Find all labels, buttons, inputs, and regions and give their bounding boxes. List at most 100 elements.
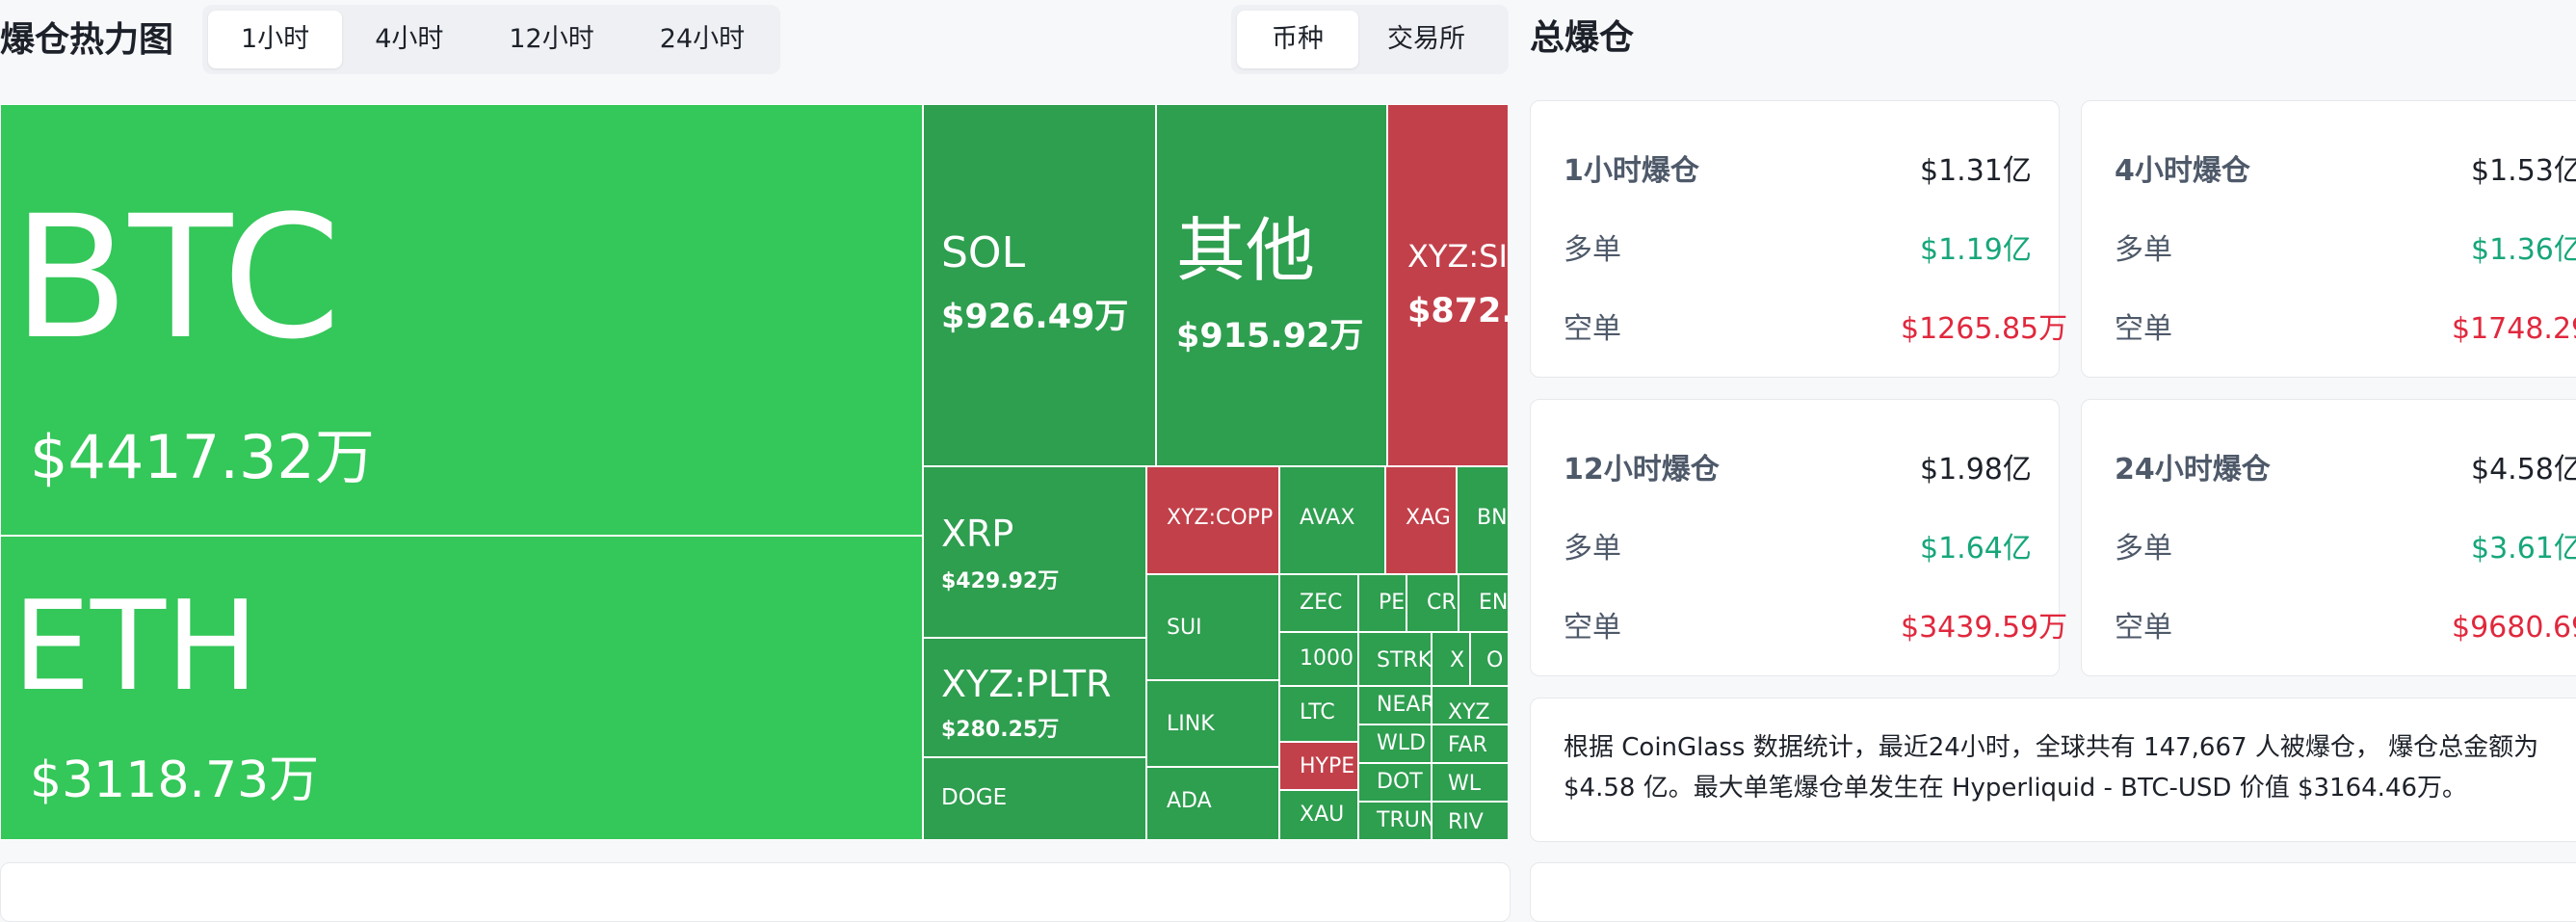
tile-symbol: HYPE [1300, 754, 1355, 778]
tile-symbol: BTC [13, 179, 341, 377]
heatmap-title: 爆仓热力图 [0, 20, 174, 60]
tile-symbol: EN [1479, 591, 1509, 615]
short-value: $3439.59万 [1901, 611, 2068, 645]
tile-xyz[interactable]: XYZ [1432, 686, 1509, 724]
long-value: $1.64亿 [1920, 532, 2032, 566]
tile-xyz-copper[interactable]: XYZ:COPP [1146, 466, 1279, 574]
tile-en[interactable]: EN [1459, 574, 1509, 632]
tile-symbol: DOGE [941, 785, 1008, 810]
tile-symbol: RIV [1448, 810, 1484, 834]
tile-symbol: 1000 [1300, 646, 1354, 671]
tile-sol[interactable]: SOL $926.49万 [923, 104, 1156, 466]
tile-value: $280.25万 [941, 718, 1060, 742]
short-value: $1265.85万 [1901, 312, 2068, 346]
tile-riv[interactable]: RIV [1432, 802, 1509, 840]
card-total: $1.98亿 [1920, 453, 2032, 487]
tile-cr[interactable]: CR [1406, 574, 1459, 632]
tile-symbol: TRUN [1377, 808, 1432, 832]
tab-4h[interactable]: 4小时 [375, 24, 444, 54]
tile-symbol: WLD [1377, 731, 1426, 755]
card-label: 24小时爆仓 [2115, 453, 2271, 487]
tile-symbol: FAR [1448, 733, 1487, 757]
tile-value: $915.92万 [1176, 317, 1364, 356]
tile-symbol: XAG [1406, 506, 1451, 530]
tile-strk[interactable]: STRK [1358, 632, 1432, 686]
card-total: $4.58亿 [2471, 453, 2576, 487]
tile-btc[interactable]: BTC $4417.32万 [0, 104, 923, 536]
bottom-panel-right [1530, 862, 2576, 922]
tile-xrp[interactable]: XRP $429.92万 [923, 466, 1146, 638]
tile-ltc[interactable]: LTC [1279, 686, 1358, 742]
short-label: 空单 [1564, 312, 1621, 346]
short-label: 空单 [2115, 611, 2172, 645]
tile-zec[interactable]: ZEC [1279, 574, 1358, 632]
tile-pe[interactable]: PE [1358, 574, 1406, 632]
tile-symbol: XYZ [1448, 700, 1490, 724]
long-value: $1.19亿 [1920, 233, 2032, 267]
tile-value: $3118.73万 [30, 751, 320, 809]
tab-coin[interactable]: 币种 [1237, 11, 1358, 68]
tile-sui[interactable]: SUI [1146, 574, 1279, 680]
tile-1000[interactable]: 1000 [1279, 632, 1358, 686]
tile-near[interactable]: NEAR [1358, 686, 1432, 724]
tile-symbol: ZEC [1300, 591, 1343, 615]
card-label: 4小时爆仓 [2115, 154, 2250, 188]
tile-symbol: PE [1379, 591, 1406, 615]
tile-o[interactable]: O [1470, 632, 1509, 686]
tab-12h[interactable]: 12小时 [509, 24, 594, 54]
tab-24h[interactable]: 24小时 [659, 24, 746, 54]
tile-bn[interactable]: BN [1457, 466, 1509, 574]
short-label: 空单 [2115, 312, 2172, 346]
tile-other[interactable]: 其他 $915.92万 [1156, 104, 1387, 466]
tile-avax[interactable]: AVAX [1279, 466, 1385, 574]
tile-symbol: O [1486, 648, 1504, 672]
short-value: $9680.69万 [2452, 611, 2576, 645]
card-total: $1.53亿 [2471, 154, 2576, 188]
tile-symbol: AVAX [1300, 506, 1355, 530]
tile-xyz-si[interactable]: XYZ:SI $872.3 [1387, 104, 1509, 466]
tile-symbol: BN [1477, 506, 1508, 530]
tile-symbol: XAU [1300, 803, 1345, 827]
card-total: $1.31亿 [1920, 154, 2032, 188]
total-liquidation-title: 总爆仓 [1530, 18, 1635, 58]
tile-wld[interactable]: WLD [1358, 724, 1432, 763]
tile-dot[interactable]: DOT [1358, 763, 1432, 802]
tile-symbol: XYZ:COPP [1167, 506, 1274, 530]
tile-symbol: XYZ:PLTR [941, 663, 1112, 705]
card-label: 1小时爆仓 [1564, 154, 1699, 188]
tab-1h[interactable]: 1小时 [208, 11, 343, 68]
long-label: 多单 [2115, 532, 2172, 566]
time-tabs: 1小时 4小时 12小时 24小时 [202, 5, 780, 74]
tile-wl[interactable]: WL [1432, 763, 1509, 802]
tile-link[interactable]: LINK [1146, 680, 1279, 767]
tile-symbol: X [1450, 648, 1465, 672]
tile-symbol: DOT [1377, 770, 1423, 794]
short-label: 空单 [1564, 611, 1621, 645]
tile-value: $4417.32万 [30, 422, 375, 492]
bottom-panel [0, 862, 1511, 922]
tile-xag[interactable]: XAG [1385, 466, 1457, 574]
tile-doge[interactable]: DOGE [923, 757, 1146, 840]
tile-far[interactable]: FAR [1432, 724, 1509, 763]
tile-trun[interactable]: TRUN [1358, 802, 1432, 840]
tile-symbol: WL [1448, 772, 1482, 796]
tile-hype[interactable]: HYPE [1279, 742, 1358, 790]
long-label: 多单 [2115, 233, 2172, 267]
tile-symbol: ADA [1167, 789, 1212, 813]
long-value: $1.36亿 [2471, 233, 2576, 267]
tile-symbol: SUI [1167, 616, 1202, 640]
tile-ada[interactable]: ADA [1146, 767, 1279, 840]
stat-card-4h: 4小时爆仓 $1.53亿 多单 $1.36亿 空单 $1748.29万 [2081, 100, 2576, 378]
tile-xau[interactable]: XAU [1279, 790, 1358, 840]
tab-exchange[interactable]: 交易所 [1387, 24, 1465, 54]
long-label: 多单 [1564, 233, 1621, 267]
liquidation-treemap: BTC $4417.32万 ETH $3118.73万 SOL $926.49万… [0, 104, 1509, 840]
tile-symbol: XRP [941, 513, 1014, 555]
short-value: $1748.29万 [2452, 312, 2576, 346]
view-tabs: 币种 交易所 [1231, 5, 1509, 74]
tile-xyz-pltr[interactable]: XYZ:PLTR $280.25万 [923, 638, 1146, 757]
tile-symbol: LINK [1167, 712, 1215, 736]
tile-eth[interactable]: ETH $3118.73万 [0, 536, 923, 840]
tile-x[interactable]: X [1432, 632, 1470, 686]
tile-symbol: STRK [1377, 648, 1432, 672]
